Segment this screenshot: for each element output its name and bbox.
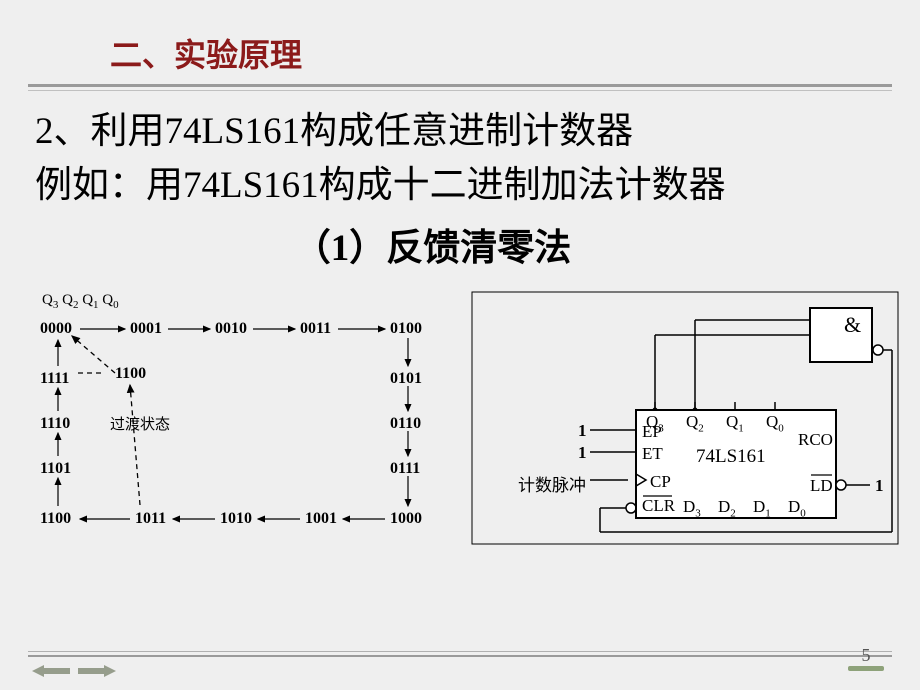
prev-arrow-icon[interactable] <box>30 662 74 680</box>
pin-d0: D0 <box>788 497 806 519</box>
content-line-2: 例如：用74LS161构成十二进制加法计数器 <box>35 159 890 213</box>
pin-ld: LD <box>810 476 833 496</box>
page-number-underline <box>848 666 884 671</box>
pin-rco: RCO <box>798 430 833 450</box>
page-number: 5 <box>852 645 880 666</box>
circuit-diagram: Q3 Q2 Q1 Q0 EP ET CP CLR RCO LD 74LS161 … <box>470 290 900 550</box>
divider-bottom-thin <box>28 651 892 652</box>
divider-bottom-thick <box>28 655 892 657</box>
ep-input-value: 1 <box>578 421 587 441</box>
pin-et: ET <box>642 444 663 464</box>
pin-ep: EP <box>642 422 662 442</box>
nand-gate-symbol: & <box>844 312 861 338</box>
state-diagram-arrows <box>30 290 450 550</box>
divider-top-thick <box>28 84 892 87</box>
pin-d2: D2 <box>718 497 736 519</box>
pin-q2: Q2 <box>686 412 704 434</box>
state-diagram: Q3 Q2 Q1 Q0 0000 0001 0010 0011 0100 010… <box>30 290 450 550</box>
nav-arrows[interactable] <box>30 662 118 680</box>
pin-clr: CLR <box>642 496 675 516</box>
pin-q0: Q0 <box>766 412 784 434</box>
ld-input-value: 1 <box>875 476 884 496</box>
next-arrow-icon[interactable] <box>74 662 118 680</box>
footer: 5 <box>0 636 920 682</box>
et-input-value: 1 <box>578 443 587 463</box>
pin-cp: CP <box>650 472 671 492</box>
chip-name: 74LS161 <box>696 446 766 468</box>
content-line-1: 2、利用74LS161构成任意进制计数器 <box>35 105 890 159</box>
method-heading: （1）反馈清零法 <box>0 222 890 276</box>
pin-d3: D3 <box>683 497 701 519</box>
cp-input-label: 计数脉冲 <box>518 471 586 496</box>
pin-q1: Q1 <box>726 412 744 434</box>
pin-d1: D1 <box>753 497 771 519</box>
section-title: 二、实验原理 <box>0 0 920 84</box>
